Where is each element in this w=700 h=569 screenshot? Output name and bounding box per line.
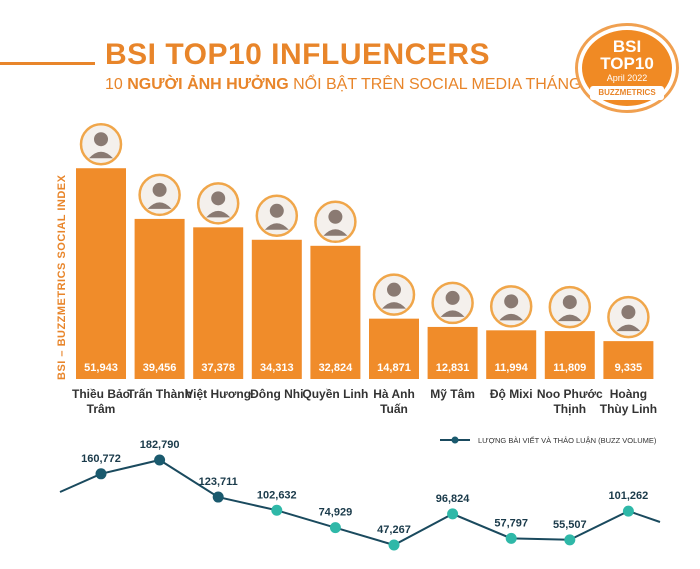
avatar-head-10: [621, 305, 636, 320]
bar-3: [193, 227, 244, 379]
buzz-point-2: [154, 454, 166, 466]
avatar-head-3: [211, 191, 226, 206]
avatar-head-7: [445, 290, 460, 305]
buzz-value-label-9: 55,507: [553, 519, 587, 531]
avatar-body-1: [89, 151, 113, 159]
buzz-value-label-8: 57,797: [494, 517, 528, 529]
category-label-3-line-1: Việt Hương: [185, 387, 251, 401]
badge-line-1: BSI: [612, 37, 642, 56]
bar-value-label-8: 11,994: [495, 362, 529, 374]
category-label-4-line-1: Đông Nhi: [250, 387, 303, 401]
category-label-1-line-1: Thiều Bảo: [72, 387, 130, 401]
buzz-point-9: [564, 534, 576, 546]
buzz-value-label-10: 101,262: [609, 490, 649, 502]
bar-6: [369, 318, 419, 379]
category-label-5-line-1: Quyền Linh: [302, 387, 368, 401]
page-subtitle: 10 NGƯỜI ẢNH HƯỞNG NỔI BẬT TRÊN SOCIAL M…: [105, 76, 644, 94]
avatar-head-1: [94, 132, 108, 147]
category-label-6-line-2: Tuấn: [380, 402, 408, 416]
avatar-body-7: [440, 310, 465, 317]
avatar-body-10: [616, 324, 641, 332]
bar-value-label-2: 39,456: [143, 362, 177, 374]
bar-value-label-3: 37,378: [201, 362, 235, 374]
buzz-point-3: [212, 491, 224, 503]
subtitle-rest: NỔI BẬT TRÊN SOCIAL MEDIA THÁNG 04/2022: [288, 76, 644, 93]
bar-value-label-6: 14,871: [377, 362, 411, 374]
buzz-point-6: [388, 539, 400, 551]
badge-line-2: TOP10: [600, 54, 654, 73]
buzz-point-5: [329, 522, 341, 534]
bsi-top10-badge: BSI TOP10 April 2022 BUZZMETRICS: [578, 26, 676, 110]
buzz-value-label-1: 160,772: [81, 453, 121, 465]
legend-layer: LƯỢNG BÀI VIẾT VÀ THẢO LUẬN (BUZZ VOLUME…: [440, 435, 657, 445]
avatar-body-3: [206, 210, 231, 218]
avatar-body-4: [264, 223, 289, 230]
category-label-1-line-2: Trâm: [87, 402, 116, 416]
bar-4: [251, 239, 302, 379]
bar-value-label-5: 32,824: [319, 362, 354, 374]
avatar-head-2: [152, 182, 167, 197]
bar-1: [76, 168, 126, 379]
legend-marker: [451, 436, 459, 444]
buzz-value-label-7: 96,824: [436, 493, 471, 505]
buzz-volume-line: [59, 458, 661, 547]
bar-value-label-10: 9,335: [615, 362, 643, 374]
avatar-body-2: [147, 202, 172, 209]
buzz-value-label-3: 123,711: [199, 476, 238, 488]
badge-line-3: April 2022: [606, 73, 648, 83]
badge-brand: BUZZMETRICS: [590, 86, 664, 100]
category-label-2-line-1: Trấn Thành: [127, 387, 192, 401]
buzz-point-4: [271, 504, 283, 516]
buzz-point-10: [622, 505, 634, 517]
category-label-9-line-1: Noo Phước: [537, 387, 603, 401]
subtitle-bold: NGƯỜI ẢNH HƯỞNG: [127, 76, 289, 93]
avatar-head-9: [562, 295, 577, 310]
title-rule: [0, 62, 95, 65]
bar-value-label-9: 11,809: [553, 362, 586, 374]
category-label-9-line-2: Thịnh: [553, 402, 586, 416]
line-layer: 160,772 182,790 123,711 102,632 74,929 47,267…: [59, 439, 661, 551]
avatar-head-4: [269, 203, 284, 218]
bar-7: [427, 326, 478, 379]
avatar-body-9: [557, 314, 582, 322]
buzz-point-1: [95, 468, 107, 480]
bar-5: [310, 245, 361, 379]
buzz-point-7: [447, 508, 459, 520]
avatar-head-6: [387, 282, 401, 297]
bar-10: [603, 341, 654, 379]
subtitle-prefix: 10: [105, 76, 128, 93]
buzz-point-8: [505, 532, 517, 544]
bar-8: [486, 330, 537, 379]
bar-9: [544, 331, 595, 379]
avatar-head-8: [504, 294, 519, 309]
avatar-head-5: [328, 209, 343, 224]
avatar-body-8: [499, 313, 524, 321]
buzz-value-label-6: 47,267: [377, 524, 411, 536]
category-label-10-line-1: Hoàng: [610, 387, 647, 401]
bar-value-label-1: 51,943: [84, 362, 118, 374]
category-label-10-line-2: Thùy Linh: [600, 402, 657, 416]
bar-value-label-7: 12,831: [436, 362, 470, 374]
buzz-value-label-5: 74,929: [319, 507, 353, 519]
legend-label: LƯỢNG BÀI VIẾT VÀ THẢO LUẬN (BUZZ VOLUME…: [478, 435, 657, 445]
avatar-body-5: [323, 229, 348, 236]
buzz-value-label-2: 182,790: [140, 439, 180, 451]
avatar-body-6: [382, 302, 406, 309]
buzz-value-label-4: 102,632: [257, 489, 297, 501]
page-title: BSI TOP10 INFLUENCERS: [105, 38, 491, 71]
category-label-8-line-1: Độ Mixi: [490, 387, 533, 401]
category-label-7-line-1: Mỹ Tâm: [430, 387, 475, 401]
bar-2: [134, 218, 185, 379]
category-label-6-line-1: Hà Anh: [373, 387, 415, 401]
bar-value-label-4: 34,313: [260, 362, 294, 374]
